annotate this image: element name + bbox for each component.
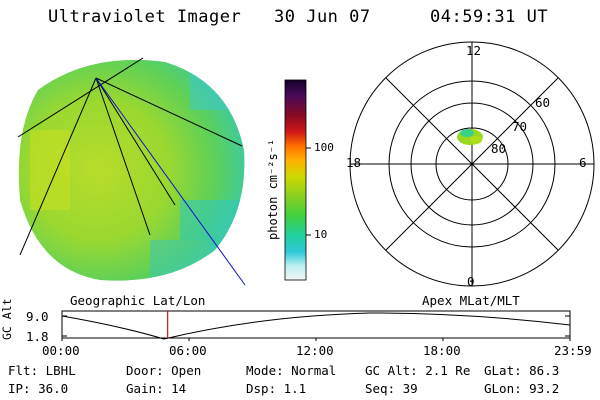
status-door: Door: Open xyxy=(126,363,202,378)
status-glon: GLon: 93.2 xyxy=(484,381,560,396)
mlt-label-18: 18 xyxy=(346,155,362,170)
terminator-line xyxy=(95,77,246,286)
timeline-xtick-1800: 18:00 xyxy=(423,343,461,358)
altitude-curve xyxy=(61,312,571,340)
lat-label-60: 60 xyxy=(535,95,551,110)
polar-plot xyxy=(349,41,595,287)
colorbar-unit-label: photon cm⁻²s⁻¹ xyxy=(266,138,280,240)
status-dsp: Dsp: 1.1 xyxy=(246,381,307,396)
status-seq: Seq: 39 xyxy=(365,381,418,396)
timeline-right-title: Apex MLat/MLT xyxy=(422,293,520,308)
observation-date: 30 Jun 07 xyxy=(274,7,371,27)
colorbar-ticks xyxy=(306,147,311,236)
colorbar-tick-10: 10 xyxy=(314,228,328,241)
timeline-xtick-0600: 06:00 xyxy=(169,343,207,358)
timeline-xtick-0000: 00:00 xyxy=(42,343,80,358)
observation-time: 04:59:31 UT xyxy=(430,7,549,27)
mlt-label-0: 0 xyxy=(467,274,475,289)
timeline-xtick-1200: 12:00 xyxy=(296,343,334,358)
status-ip: IP: 36.0 xyxy=(8,381,69,396)
status-gc-alt: GC Alt: 2.1 Re xyxy=(365,363,471,378)
status-filter: Flt: LBHL xyxy=(8,363,76,378)
timeline-left-title: Geographic Lat/Lon xyxy=(70,293,206,308)
mlt-label-12: 12 xyxy=(466,43,482,58)
timeline-ytick-1-8: 1.8 xyxy=(26,329,49,344)
status-gain: Gain: 14 xyxy=(126,381,187,396)
lat-label-80: 80 xyxy=(491,141,507,156)
status-glat: GLat: 86.3 xyxy=(484,363,560,378)
status-mode: Mode: Normal xyxy=(246,363,337,378)
colorbar-tick-100: 100 xyxy=(314,141,334,154)
timeline-yaxis-label: GC Alt xyxy=(0,298,14,340)
timeline-ytick-9: 9.0 xyxy=(26,309,49,324)
timeline-xtick-2359: 23:59 xyxy=(554,343,592,358)
instrument-title: Ultraviolet Imager xyxy=(48,7,242,27)
uv-disc-image xyxy=(18,59,245,281)
lat-label-70: 70 xyxy=(512,119,528,134)
geo-grid-lines xyxy=(17,57,243,256)
colorbar xyxy=(285,80,306,280)
timeline-frame xyxy=(61,310,571,339)
timeline-xticks xyxy=(61,338,571,341)
timeline-yticks xyxy=(62,315,570,337)
mlt-label-6: 6 xyxy=(579,155,587,170)
auroral-patch xyxy=(457,129,483,145)
